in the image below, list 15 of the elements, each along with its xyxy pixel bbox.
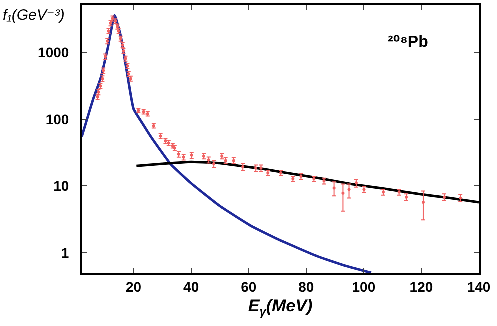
line-series xyxy=(82,14,373,273)
x-tick-label: 60 xyxy=(241,278,257,295)
x-tick-label: 120 xyxy=(410,278,434,295)
x-tick-label: 100 xyxy=(352,278,376,295)
x-tick-label: 40 xyxy=(184,278,200,295)
y-tick-label: 1000 xyxy=(38,44,70,61)
x-tick-label: 80 xyxy=(298,278,314,295)
x-tick-label: 140 xyxy=(467,278,491,295)
x-tick-label: 20 xyxy=(126,278,142,295)
y-axis-title: f₁(GeV⁻³) xyxy=(3,7,65,24)
x-axis-title: E$_{γ}$(MeV) xyxy=(248,296,313,318)
annotation: ²⁰⁸Pb xyxy=(388,34,429,51)
y-tick-label: 10 xyxy=(54,178,70,194)
y-tick-label: 100 xyxy=(46,111,70,128)
y-tick-label: 1 xyxy=(61,244,70,261)
